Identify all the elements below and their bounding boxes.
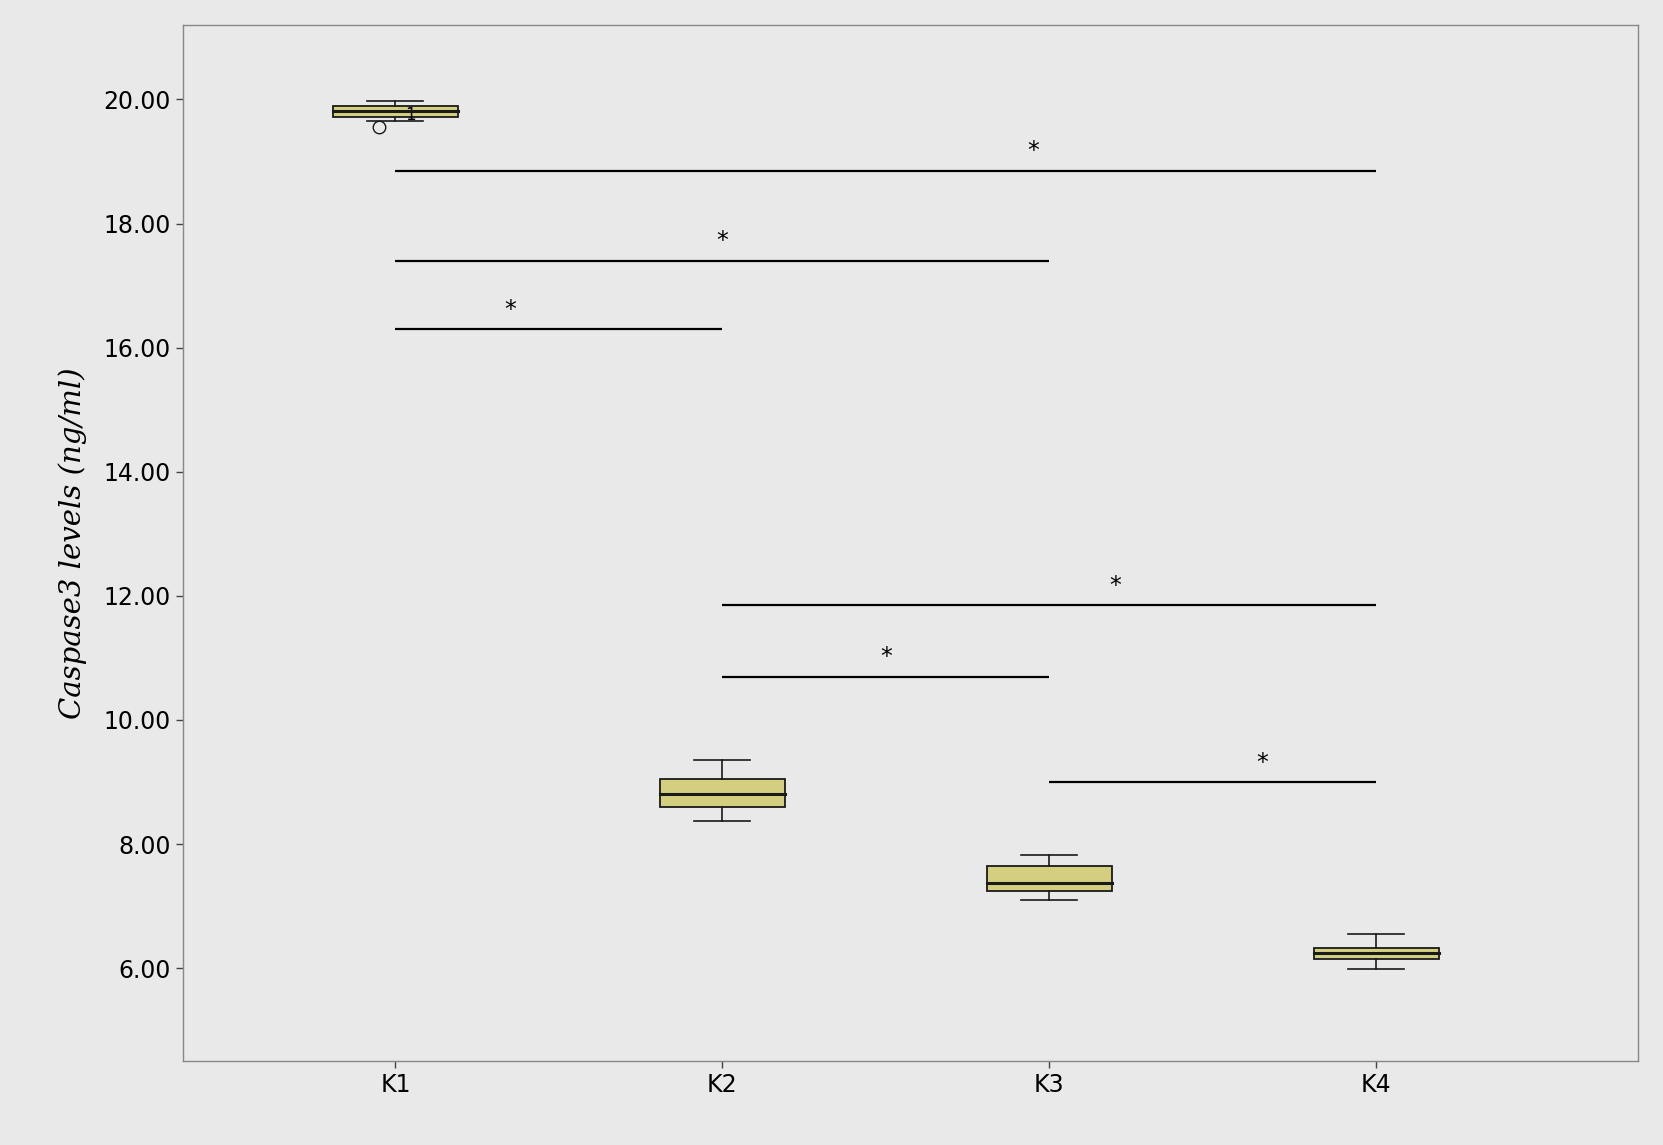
- Text: *: *: [1109, 574, 1121, 598]
- Text: *: *: [1028, 140, 1039, 164]
- Text: *: *: [504, 298, 516, 322]
- Text: *: *: [880, 645, 891, 669]
- Bar: [1314, 948, 1438, 958]
- Text: *: *: [717, 229, 728, 253]
- Bar: [988, 866, 1111, 891]
- Bar: [333, 105, 457, 117]
- Text: 1: 1: [406, 105, 416, 124]
- Y-axis label: Caspase3 levels (ng/ml): Caspase3 levels (ng/ml): [58, 368, 86, 719]
- Text: *: *: [1256, 751, 1267, 775]
- Bar: [660, 779, 785, 807]
